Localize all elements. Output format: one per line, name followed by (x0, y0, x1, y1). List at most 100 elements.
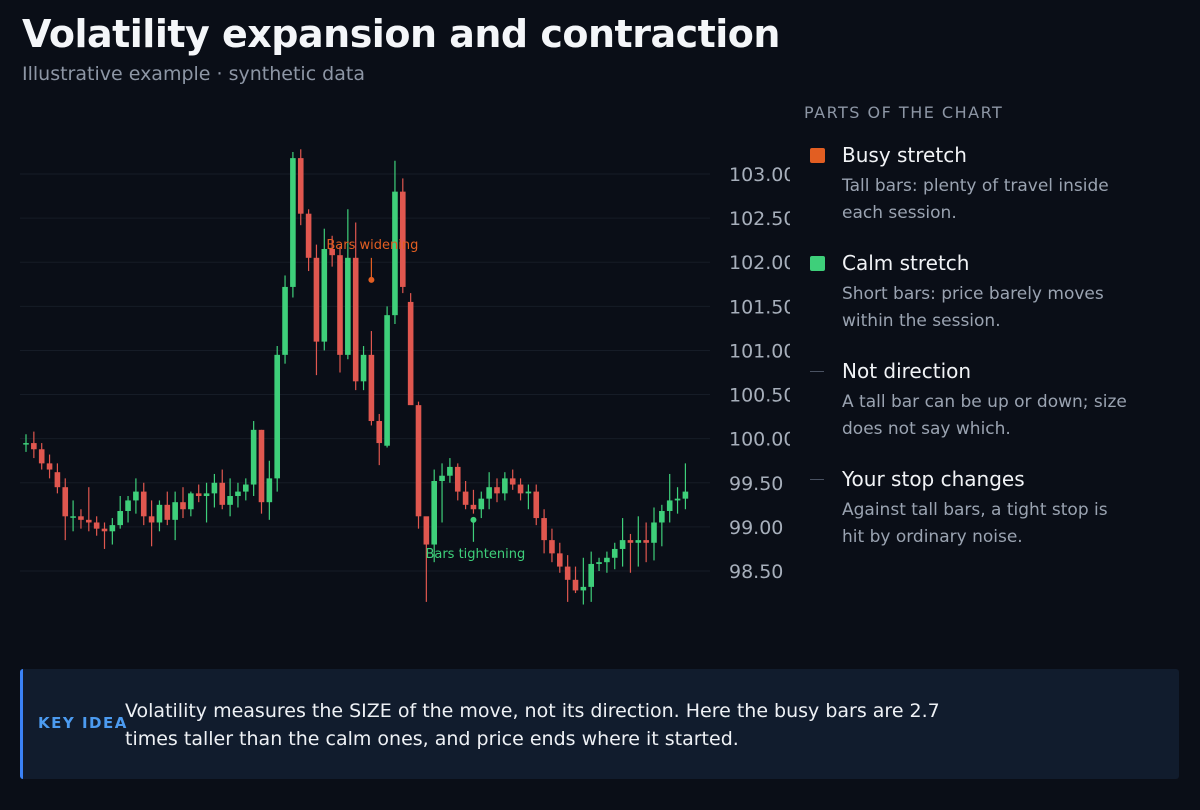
candle-body (62, 487, 69, 517)
callout-tag: KEY IDEA (38, 714, 128, 732)
candle-body (596, 562, 602, 564)
candle-body (431, 481, 437, 545)
candle-body (423, 516, 430, 545)
candle-body (235, 491, 241, 497)
candle-body (243, 484, 249, 492)
candle-body (297, 158, 304, 214)
candle-body (337, 255, 343, 355)
candle-body (180, 502, 186, 510)
candle-body (580, 586, 587, 591)
candlestick-chart: 98.50 99.00 99.50 100.00 100.50 101.00 101.50 1… (20, 149, 790, 605)
candle-body (643, 540, 649, 543)
candle-body (627, 540, 634, 543)
candle-body (352, 257, 359, 382)
y-tick-label: 102.00 (729, 252, 790, 274)
candle-body (133, 491, 139, 501)
candle-body (329, 248, 335, 256)
y-tick-label: 99.50 (729, 473, 783, 495)
annotation-dot (368, 276, 375, 283)
candle-body (611, 548, 618, 558)
orange-square-icon (810, 148, 825, 163)
candle-body (439, 475, 445, 482)
candle-body (46, 463, 53, 470)
legend-heading: PARTS OF THE CHART (804, 103, 1004, 122)
candle-body (117, 511, 123, 526)
legend-label: Your stop changes (842, 467, 1025, 491)
candle-body (282, 286, 288, 355)
candle-body (619, 540, 626, 549)
candle-body (93, 522, 100, 529)
candle-body (502, 478, 508, 494)
legend-description: Tall bars: plenty of travel inside each … (842, 176, 1109, 223)
candle-body (635, 540, 642, 543)
candle-body (125, 500, 131, 512)
candle-body (305, 213, 312, 258)
legend-label: Calm stretch (842, 251, 970, 275)
candle-body (345, 257, 351, 355)
legend-item-stop-changes: Your stop changes Against tall bars, a t… (804, 467, 1194, 551)
legend-label: Not direction (842, 359, 972, 383)
y-tick-label: 103.00 (729, 164, 790, 186)
candle-body (250, 429, 257, 485)
y-tick-label: 100.50 (729, 385, 790, 407)
candle-body (392, 191, 398, 316)
candle-body (557, 553, 563, 567)
key-idea-callout: KEY IDEA Volatility measures the SIZE of… (20, 669, 1179, 779)
candle-body (321, 248, 328, 342)
candle-body (290, 158, 296, 287)
candle-body (470, 504, 477, 510)
candle-body (674, 498, 681, 501)
legend-description: Short bars: price barely moves within th… (842, 284, 1104, 331)
candle-body (400, 191, 406, 287)
candle-body (195, 493, 202, 497)
candle-body (533, 491, 540, 519)
candle-body (588, 563, 594, 587)
candle-body (148, 516, 155, 523)
candle-body (478, 498, 485, 510)
y-tick-label: 101.50 (729, 296, 790, 318)
green-square-icon (810, 256, 825, 271)
candle-body (101, 528, 108, 532)
candle-body (447, 466, 453, 476)
candle-body (486, 487, 492, 499)
candle-body (368, 354, 375, 422)
y-tick-label: 99.00 (729, 517, 783, 539)
candle-body (604, 557, 610, 563)
candle-body (227, 496, 233, 505)
legend-item-calm: Calm stretch Short bars: price barely mo… (804, 251, 1194, 335)
candle-body (219, 482, 226, 505)
candle-body (541, 518, 547, 541)
candle-body (659, 511, 665, 523)
candle-body (549, 540, 555, 554)
candle-body (564, 566, 571, 580)
candle-body (156, 504, 163, 523)
y-tick-label: 98.50 (729, 561, 783, 583)
legend-label: Busy stretch (842, 143, 967, 167)
candle-body (462, 491, 469, 505)
candle-body (109, 525, 116, 532)
candle-body (38, 449, 45, 464)
candle-body (164, 504, 171, 520)
candle-body (313, 257, 320, 342)
candle-body (682, 491, 689, 499)
candle-body (454, 466, 461, 492)
y-tick-label: 102.50 (729, 208, 790, 230)
candle-body (54, 472, 61, 488)
candle-body (188, 493, 194, 510)
legend-item-busy: Busy stretch Tall bars: plenty of travel… (804, 143, 1194, 227)
candle-body (23, 443, 29, 445)
candle-body (376, 421, 383, 444)
candle-body (572, 579, 579, 591)
candle-body (266, 478, 273, 503)
legend-description: Against tall bars, a tight stop is hit b… (842, 500, 1108, 547)
candle-body (407, 301, 414, 406)
candle-body (78, 516, 84, 520)
callout-text: Volatility measures the SIZE of the move… (125, 700, 940, 750)
legend-description: A tall bar can be up or down; size does … (842, 392, 1127, 439)
chart-legend: PARTS OF THE CHART Busy stretch Tall bar… (804, 103, 1194, 575)
candle-body (172, 502, 178, 520)
candle-body (525, 491, 532, 494)
candle-body (211, 482, 218, 494)
candle-body (86, 519, 92, 523)
candle-body (517, 484, 524, 494)
